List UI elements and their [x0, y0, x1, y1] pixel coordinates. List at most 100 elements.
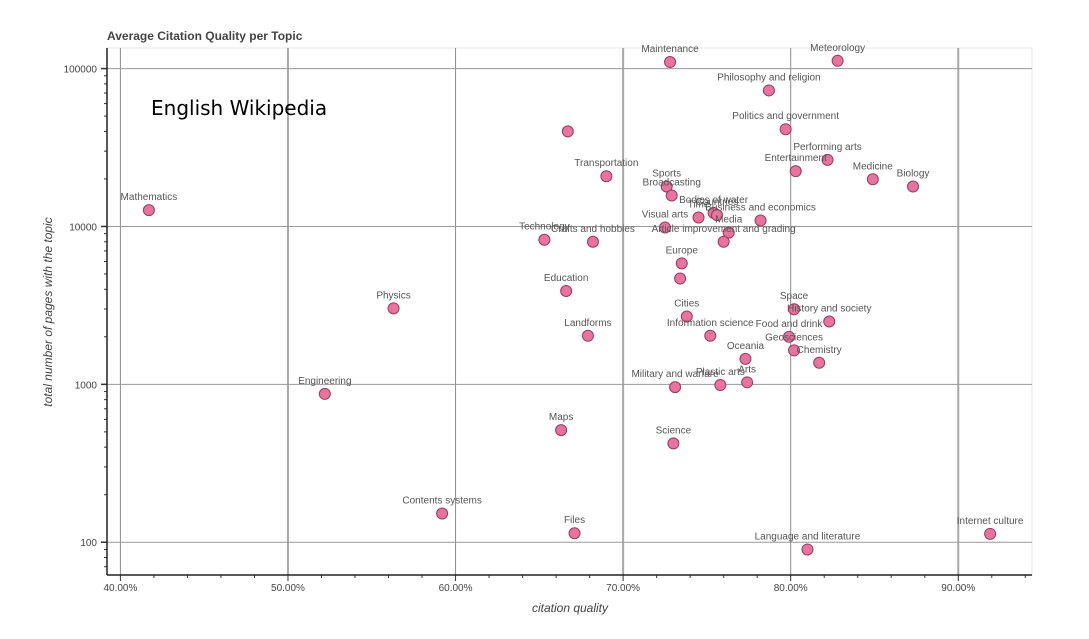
data-point	[907, 180, 920, 193]
point-label: History and society	[787, 304, 871, 315]
point-label: Maintenance	[641, 44, 699, 55]
chart-title: Average Citation Quality per Topic	[107, 29, 303, 43]
point-label: Space	[780, 291, 809, 302]
point-label: Education	[544, 273, 588, 284]
point-label: Entertainment	[765, 153, 827, 164]
point-label: Article improvement and grading	[652, 224, 796, 235]
data-point	[710, 209, 723, 222]
point-label: Politics and government	[732, 111, 839, 122]
point-label: Geosciences	[765, 332, 823, 343]
point-label: Meteorology	[810, 43, 865, 54]
point-label: Landforms	[564, 318, 611, 329]
x-tick-label: 60.00%	[439, 583, 473, 594]
dataset-annotation: English Wikipedia	[151, 96, 327, 120]
point-label: Bodies of water	[679, 195, 749, 206]
tick-labels: 40.00% 50.00% 60.00% 70.00% 80.00% 90.00% 100 1…	[64, 65, 976, 594]
point-label: Biology	[897, 169, 930, 180]
y-tick-label: 1000	[75, 380, 98, 391]
data-point	[866, 173, 879, 186]
point-label: Cities	[674, 298, 699, 309]
data-point	[142, 204, 155, 217]
point-label: Engineering	[298, 376, 351, 387]
grid-lines	[107, 48, 1032, 575]
data-point	[831, 54, 844, 67]
point-label: Sports	[652, 169, 681, 180]
data-point	[801, 543, 814, 556]
x-tick-label: 70.00%	[606, 583, 640, 594]
point-label: Performing arts	[793, 142, 861, 153]
data-point	[581, 329, 594, 342]
y-axis-label: total number of pages with the topic	[41, 217, 55, 406]
point-label: Philosophy and religion	[717, 72, 820, 83]
point-label: Oceania	[727, 341, 765, 352]
point-label: Countries	[696, 197, 739, 208]
data-point	[555, 424, 568, 437]
point-label: Physics	[376, 290, 410, 301]
data-point	[762, 84, 775, 97]
data-point	[674, 272, 687, 285]
data-point	[675, 257, 688, 270]
point-label: Chemistry	[797, 345, 842, 356]
x-tick-label: 90.00%	[941, 583, 975, 594]
point-label: Food and drink	[756, 319, 824, 330]
data-point	[984, 527, 997, 540]
point-label: Military and warfare	[631, 369, 719, 380]
point-label: Technology	[519, 222, 570, 233]
x-axis-label: citation quality	[532, 601, 609, 615]
data-point	[813, 356, 826, 369]
point-label: Contents systems	[402, 496, 481, 507]
point-label: Transportation	[574, 158, 638, 169]
data-point	[779, 123, 792, 136]
data-point	[660, 180, 673, 193]
data-point	[318, 387, 331, 400]
point-label: Time	[688, 199, 710, 210]
point-label: Maps	[549, 412, 573, 423]
y-tick-label: 100000	[64, 65, 98, 76]
x-tick-label: 80.00%	[774, 583, 808, 594]
point-label: Files	[564, 515, 585, 526]
point-label: Crafts and hobbies	[551, 224, 635, 235]
x-tick-label: 40.00%	[103, 583, 137, 594]
data-point	[788, 344, 801, 357]
data-point	[568, 527, 581, 540]
data-point	[436, 507, 449, 520]
point-label: Business and economics	[705, 203, 816, 214]
data-point	[783, 330, 796, 343]
point-label: Information science	[667, 318, 754, 329]
point-label: Medicine	[853, 161, 893, 172]
data-point	[823, 315, 836, 328]
point-label: Mathematics	[121, 192, 178, 203]
data-point	[714, 379, 727, 392]
point-label: Internet culture	[957, 516, 1024, 527]
data-point	[739, 352, 752, 365]
data-point	[659, 221, 672, 234]
data-point	[586, 235, 599, 248]
data-points	[142, 54, 997, 556]
point-label: Broadcasting	[643, 178, 701, 189]
data-point	[789, 165, 802, 178]
data-point	[680, 310, 693, 323]
point-label: Language and literature	[755, 531, 861, 542]
data-point	[665, 189, 678, 202]
y-tick-label: 10000	[69, 222, 97, 233]
data-point	[692, 211, 705, 224]
point-label: Science	[656, 425, 692, 436]
axes	[101, 48, 1032, 581]
x-tick-label: 50.00%	[271, 583, 305, 594]
data-point	[722, 226, 735, 239]
data-point	[788, 303, 801, 316]
point-labels: Mathematics Physics Engineering Contents sy…	[121, 43, 1024, 543]
data-point	[561, 125, 574, 138]
point-label: Arts	[738, 364, 756, 375]
y-tick-label: 100	[80, 538, 97, 549]
data-point	[387, 302, 400, 315]
point-label: Media	[715, 215, 743, 226]
data-point	[600, 170, 613, 183]
data-point	[667, 437, 680, 450]
data-point	[538, 233, 551, 246]
data-point	[717, 235, 730, 248]
data-point	[704, 329, 717, 342]
data-point	[560, 285, 573, 298]
data-point	[664, 56, 677, 69]
